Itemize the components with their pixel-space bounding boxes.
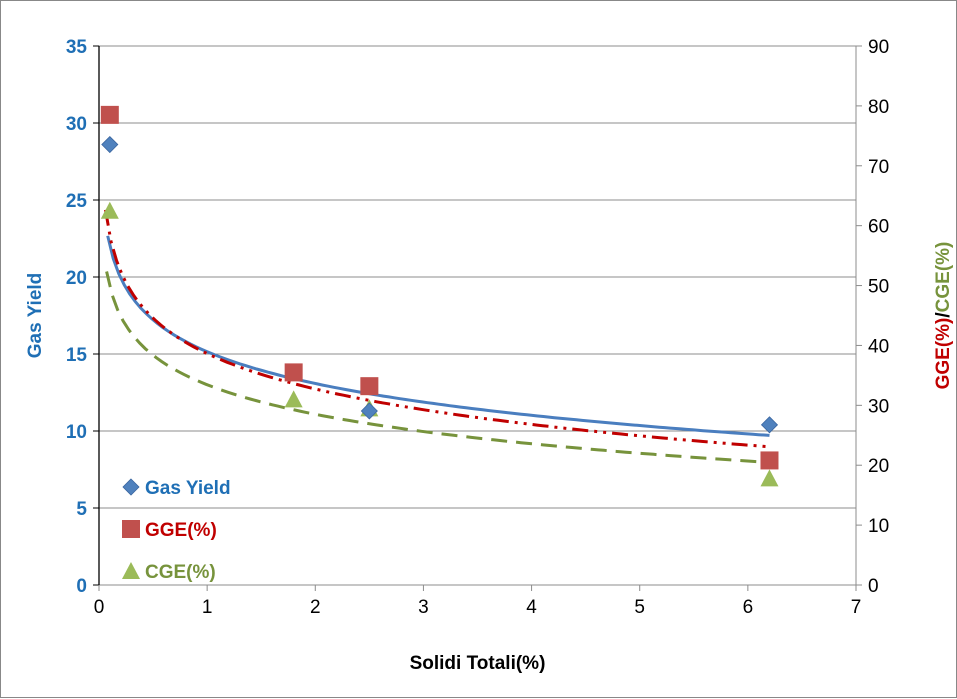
- trendline-gasyield: [106, 235, 770, 437]
- data-point-triangle: [760, 469, 779, 487]
- x-tick-label: 6: [743, 597, 754, 618]
- y-left-tick-label: 25: [66, 191, 88, 212]
- data-point-triangle: [284, 390, 303, 408]
- data-point-square: [760, 451, 779, 470]
- y-axis-left-title: Gas Yield: [25, 273, 46, 359]
- y-right-tick-label: 10: [868, 516, 889, 537]
- y-right-tick-label: 20: [868, 456, 889, 477]
- y-right-tick-label: 70: [868, 157, 889, 178]
- x-tick-label: 1: [202, 597, 213, 618]
- data-point-square: [284, 363, 303, 382]
- y-right-tick-label: 90: [868, 37, 889, 58]
- y-right-tick-label: 50: [868, 277, 889, 298]
- y-left-tick-label: 20: [66, 268, 87, 289]
- data-point-diamond: [760, 416, 779, 434]
- y-right-tick-label: 0: [868, 576, 879, 597]
- y-axis-right-title: GGE(%)/CGE(%): [933, 242, 954, 390]
- x-tick-label: 7: [851, 597, 862, 618]
- data-point-diamond: [360, 402, 378, 420]
- y-left-tick-label: 30: [66, 114, 87, 135]
- y-left-tick-label: 15: [66, 345, 88, 366]
- y-axis-right-title-part: GGE(%): [933, 318, 954, 390]
- y-left-tick-label: 35: [66, 37, 88, 58]
- x-tick-label: 4: [526, 597, 537, 618]
- legend-marker-square: [122, 520, 140, 538]
- y-left-tick-label: 5: [76, 499, 87, 520]
- data-point-square: [360, 377, 379, 396]
- legend-label: CGE(%): [145, 562, 216, 583]
- y-axis-right-title-part: /: [933, 312, 954, 318]
- trendline-cge: [105, 271, 770, 464]
- legend-marker-diamond: [122, 478, 140, 496]
- x-tick-label: 3: [418, 597, 429, 618]
- x-tick-label: 2: [310, 597, 321, 618]
- data-point-diamond: [101, 135, 119, 154]
- y-right-tick-label: 80: [868, 97, 889, 118]
- y-left-tick-label: 0: [76, 576, 87, 597]
- y-right-tick-label: 40: [868, 336, 889, 357]
- data-point-square: [100, 105, 119, 124]
- y-right-tick-label: 30: [868, 396, 889, 417]
- y-left-tick-label: 10: [66, 422, 87, 443]
- x-tick-label: 5: [634, 597, 645, 618]
- trendline-gge: [104, 209, 770, 449]
- y-axis-right-title-part: CGE(%): [933, 242, 954, 313]
- legend-label: GGE(%): [145, 520, 217, 541]
- x-tick-label: 0: [94, 597, 105, 618]
- legend-marker-triangle: [122, 562, 140, 579]
- data-point-triangle: [100, 201, 119, 219]
- x-axis-title: Solidi Totali(%): [410, 653, 546, 674]
- y-right-tick-label: 60: [868, 217, 889, 238]
- legend-label: Gas Yield: [145, 478, 231, 499]
